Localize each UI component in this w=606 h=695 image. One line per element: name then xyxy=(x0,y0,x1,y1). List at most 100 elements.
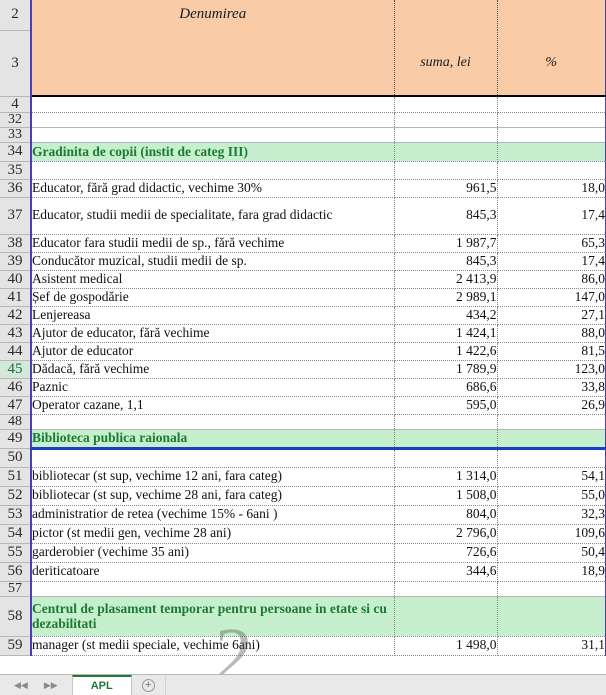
collapsed-cell-name[interactable] xyxy=(30,581,395,597)
row-header-46[interactable]: 46 xyxy=(0,378,32,397)
collapsed-cell-pct[interactable] xyxy=(497,581,606,597)
sheet-tab-apl[interactable]: APL xyxy=(71,675,132,695)
empty-cell-suma[interactable] xyxy=(394,96,498,113)
empty-cell-suma[interactable] xyxy=(394,448,498,468)
cell-pct[interactable]: 65,3 xyxy=(497,234,606,253)
cell-pct[interactable]: 26,9 xyxy=(497,396,606,415)
table-row[interactable]: 37 Educator, studii medii de specialitate… xyxy=(0,197,606,235)
cell-pct[interactable]: 88,0 xyxy=(497,324,606,343)
table-row[interactable]: 33 xyxy=(0,127,606,143)
table-row[interactable]: 51 bibliotecar (st sup, vechime 12 ani, f… xyxy=(0,467,606,487)
table-row[interactable]: 45 Dădacă, fără vechime 1 789,9 123,0 xyxy=(0,360,606,379)
cell-name[interactable]: administratior de retea (vechime 15% - 6… xyxy=(30,505,395,525)
worksheet-grid[interactable]: 2 Denumirea 3 suma, lei% 4 32 33 34 Gradinita de… xyxy=(0,0,606,656)
cell-suma[interactable]: 961,5 xyxy=(394,179,498,198)
table-row[interactable]: 55 garderobier (vechime 35 ani) 726,6 50,4 xyxy=(0,543,606,563)
cell-name[interactable]: Educator, studii medii de specialitate, … xyxy=(30,197,395,235)
row-header-45[interactable]: 45 xyxy=(0,360,32,379)
row-header-35[interactable]: 35 xyxy=(0,161,32,180)
cell-name[interactable]: Conducător muzical, studii medii de sp. xyxy=(30,252,395,271)
cell-pct[interactable]: 18,9 xyxy=(497,562,606,582)
row-header-3[interactable]: 3 xyxy=(0,30,32,97)
row-header-50[interactable]: 50 xyxy=(0,448,32,468)
cell-suma[interactable]: 845,3 xyxy=(394,252,498,271)
row-header-39[interactable]: 39 xyxy=(0,252,32,271)
row-header-37[interactable]: 37 xyxy=(0,197,32,235)
row-header-2[interactable]: 2 xyxy=(0,0,32,31)
empty-cell-name[interactable] xyxy=(30,96,395,113)
table-row[interactable]: 42 Lenjereasa 434,2 27,1 xyxy=(0,306,606,325)
row-header-38[interactable]: 38 xyxy=(0,234,32,253)
table-row[interactable]: 48 xyxy=(0,414,606,430)
table-row[interactable]: 39 Conducător muzical, studii medii de sp… xyxy=(0,252,606,271)
table-row[interactable]: 59 manager (st medii speciale, vechime 6a… xyxy=(0,636,606,656)
table-row[interactable]: 47 Operator cazane, 1,1 595,0 26,9 xyxy=(0,396,606,415)
row-header-55[interactable]: 55 xyxy=(0,543,32,563)
cell-suma[interactable]: 1 508,0 xyxy=(394,486,498,506)
row-header-48[interactable]: 48 xyxy=(0,414,32,430)
nav-first-icon[interactable]: ◀◀ xyxy=(14,679,28,690)
row-header-44[interactable]: 44 xyxy=(0,342,32,361)
table-row[interactable]: 4 xyxy=(0,96,606,113)
row-header-57[interactable]: 57 xyxy=(0,581,32,597)
cell-name[interactable]: deriticatoare xyxy=(30,562,395,582)
cell-pct[interactable]: 123,0 xyxy=(497,360,606,379)
cell-pct[interactable]: 54,1 xyxy=(497,467,606,487)
row-header-59[interactable]: 59 xyxy=(0,636,32,656)
table-row[interactable]: 35 xyxy=(0,161,606,180)
add-sheet-button[interactable]: + xyxy=(132,675,166,695)
empty-cell-pct[interactable] xyxy=(497,161,606,180)
cell-pct[interactable]: 109,6 xyxy=(497,524,606,544)
cell-pct[interactable]: 17,4 xyxy=(497,252,606,271)
cell-suma[interactable]: 2 796,0 xyxy=(394,524,498,544)
row-header-49[interactable]: 49 xyxy=(0,429,32,449)
table-row[interactable]: 36 Educator, fără grad didactic, vechime … xyxy=(0,179,606,198)
row-header-58[interactable]: 58 xyxy=(0,596,32,637)
cell-suma[interactable]: 434,2 xyxy=(394,306,498,325)
row-header-56[interactable]: 56 xyxy=(0,562,32,582)
table-row[interactable]: 56 deriticatoare 344,6 18,9 xyxy=(0,562,606,582)
table-row[interactable]: 58 Centrul de plasament temporar pentru p… xyxy=(0,596,606,637)
cell-suma[interactable]: 1 314,0 xyxy=(394,467,498,487)
table-row[interactable]: 2 Denumirea xyxy=(0,0,606,31)
cell-suma[interactable]: 804,0 xyxy=(394,505,498,525)
table-row[interactable]: 40 Asistent medical 2 413,9 86,0 xyxy=(0,270,606,289)
row-header-41[interactable]: 41 xyxy=(0,288,32,307)
cell-name[interactable]: garderobier (vechime 35 ani) xyxy=(30,543,395,563)
collapsed-cell-name[interactable] xyxy=(30,127,395,143)
table-row[interactable]: 3 suma, lei% xyxy=(0,30,606,97)
collapsed-cell-suma[interactable] xyxy=(394,581,498,597)
collapsed-cell-name[interactable] xyxy=(30,414,395,430)
cell-pct[interactable]: 31,1 xyxy=(497,636,606,656)
table-row[interactable]: 41 Șef de gospodărie 2 989,1 147,0 xyxy=(0,288,606,307)
collapsed-cell-suma[interactable] xyxy=(394,127,498,143)
empty-cell-pct[interactable] xyxy=(497,96,606,113)
collapsed-cell-suma[interactable] xyxy=(394,112,498,128)
cell-suma[interactable]: 344,6 xyxy=(394,562,498,582)
row-header-51[interactable]: 51 xyxy=(0,467,32,487)
table-row[interactable]: 38 Educator fara studii medii de sp., făr… xyxy=(0,234,606,253)
cell-suma[interactable]: 1 498,0 xyxy=(394,636,498,656)
table-row[interactable]: 57 xyxy=(0,581,606,597)
row-header-47[interactable]: 47 xyxy=(0,396,32,415)
row-header-40[interactable]: 40 xyxy=(0,270,32,289)
row-header-43[interactable]: 43 xyxy=(0,324,32,343)
cell-suma[interactable]: 2 989,1 xyxy=(394,288,498,307)
nav-next-icon[interactable]: ▶▶ xyxy=(43,679,58,690)
table-row[interactable]: 34 Gradinita de copii (instit de categ II… xyxy=(0,142,606,162)
collapsed-cell-suma[interactable] xyxy=(394,414,498,430)
empty-cell-name[interactable] xyxy=(30,448,395,468)
cell-name[interactable]: Ajutor de educator, fără vechime xyxy=(30,324,395,343)
row-header-33[interactable]: 33 xyxy=(0,127,32,143)
cell-name[interactable]: Asistent medical xyxy=(30,270,395,289)
cell-pct[interactable]: 50,4 xyxy=(497,543,606,563)
row-header-53[interactable]: 53 xyxy=(0,505,32,525)
cell-suma[interactable]: 686,6 xyxy=(394,378,498,397)
cell-pct[interactable]: 18,0 xyxy=(497,179,606,198)
sheet-tab-bar[interactable]: ◀◀ ▶▶ APL + xyxy=(0,674,606,695)
cell-suma[interactable]: 595,0 xyxy=(394,396,498,415)
row-header-52[interactable]: 52 xyxy=(0,486,32,506)
cell-pct[interactable]: 81,5 xyxy=(497,342,606,361)
row-header-4[interactable]: 4 xyxy=(0,96,32,113)
table-row[interactable]: 32 xyxy=(0,112,606,128)
